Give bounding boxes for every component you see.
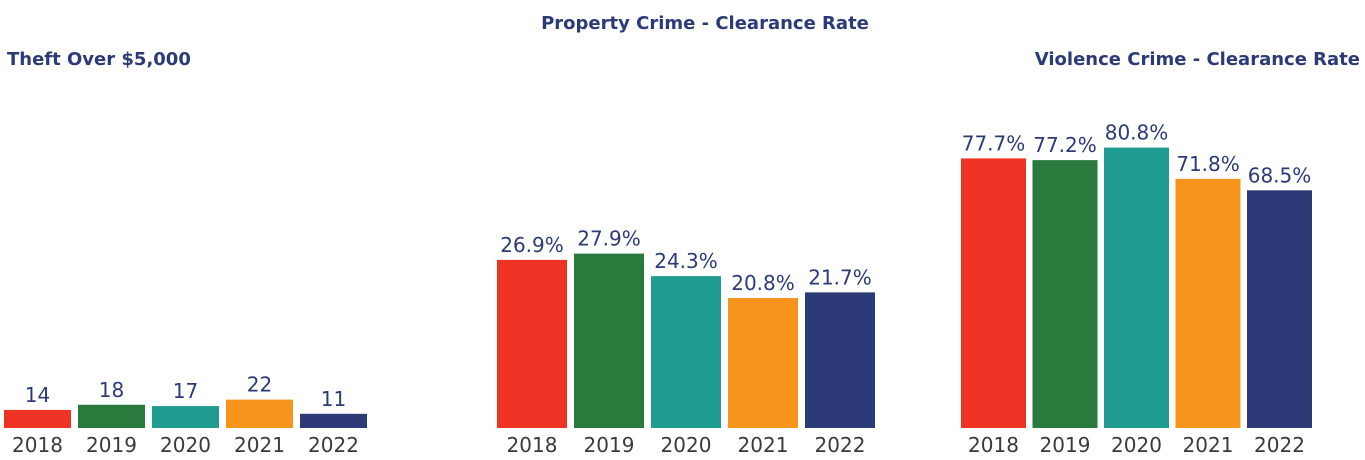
bar (226, 399, 293, 428)
x-tick-label: 2021 (1183, 433, 1234, 457)
bar (805, 292, 875, 428)
x-tick-label: 2021 (738, 433, 789, 457)
value-label: 68.5% (1248, 163, 1312, 187)
chart-title: Property Crime - Clearance Rate (541, 13, 869, 34)
value-label: 77.2% (1033, 133, 1097, 157)
x-tick-label: 2019 (86, 433, 137, 457)
x-tick-label: 2018 (507, 433, 558, 457)
bar (152, 406, 219, 428)
value-label: 21.7% (808, 265, 872, 289)
value-label: 80.8% (1105, 121, 1169, 145)
value-label: 22 (247, 373, 272, 397)
x-tick-label: 2020 (1111, 433, 1162, 457)
bar (78, 404, 145, 428)
x-tick-label: 2022 (1254, 433, 1305, 457)
value-label: 77.7% (962, 131, 1026, 155)
chart-title: Violence Crime - Clearance Rate (1035, 49, 1360, 70)
value-label: 26.9% (500, 233, 564, 257)
bar (1104, 147, 1169, 428)
value-label: 24.3% (654, 249, 718, 273)
bar (961, 158, 1026, 429)
value-label: 71.8% (1176, 152, 1240, 176)
bar (1175, 178, 1241, 428)
x-tick-label: 2018 (12, 433, 63, 457)
bar (728, 298, 798, 428)
value-label: 17 (173, 379, 198, 403)
x-tick-label: 2020 (160, 433, 211, 457)
x-tick-label: 2018 (968, 433, 1019, 457)
value-label: 18 (99, 378, 124, 402)
value-label: 11 (321, 387, 346, 411)
x-tick-label: 2020 (661, 433, 712, 457)
x-tick-label: 2021 (234, 433, 285, 457)
bar (574, 253, 644, 428)
bar (4, 409, 71, 428)
value-label: 27.9% (577, 227, 641, 251)
value-label: 14 (25, 383, 50, 407)
bar (651, 276, 721, 428)
bar (300, 413, 367, 428)
x-tick-label: 2019 (1040, 433, 1091, 457)
bar (1032, 160, 1098, 428)
chart-title: Theft Over $5,000 (7, 49, 191, 70)
bar (497, 259, 567, 428)
x-tick-label: 2022 (308, 433, 359, 457)
value-label: 20.8% (731, 271, 795, 295)
x-tick-label: 2022 (815, 433, 866, 457)
bar (1247, 190, 1312, 428)
x-tick-label: 2019 (584, 433, 635, 457)
